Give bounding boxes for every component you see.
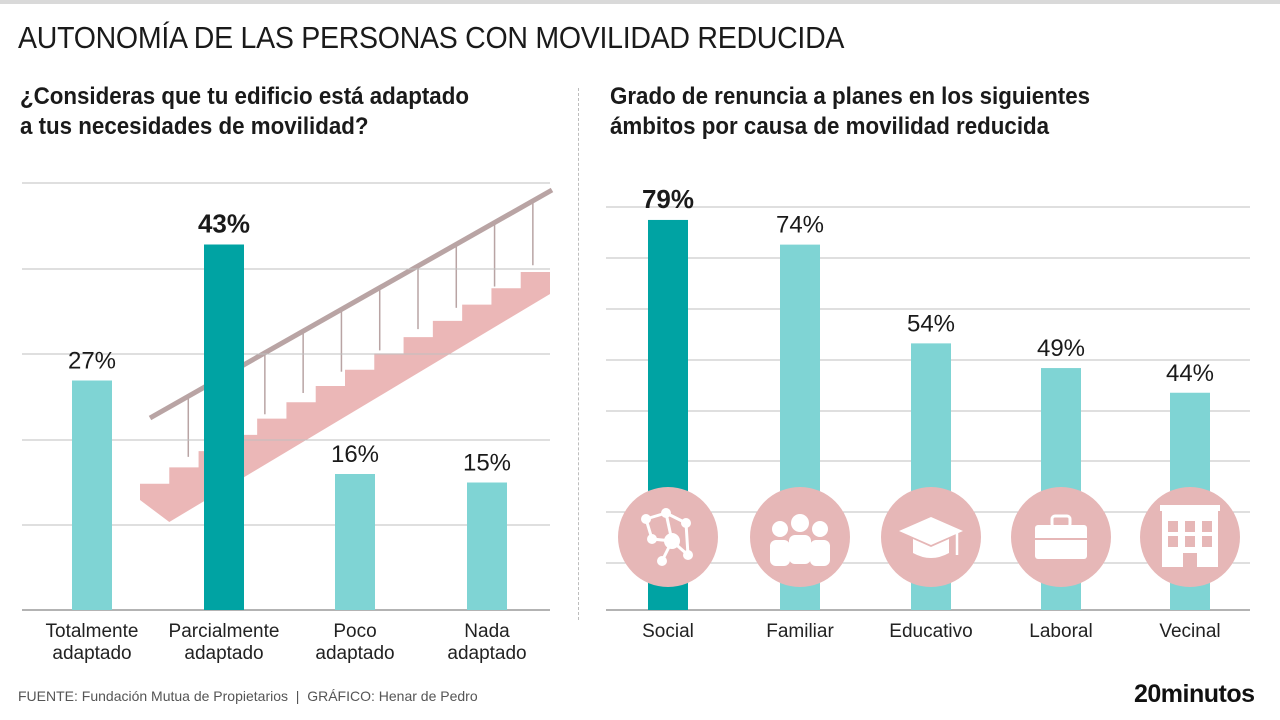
- network-node: [661, 508, 671, 518]
- category-label-line: Social: [642, 621, 694, 642]
- family-icon: [750, 487, 850, 587]
- network-link: [684, 522, 690, 556]
- person-body: [810, 540, 830, 566]
- person-head: [812, 521, 828, 537]
- network-node: [641, 514, 651, 524]
- graphic-author: Henar de Pedro: [378, 688, 478, 704]
- bar-2: [335, 474, 375, 610]
- category-label-line: Familiar: [766, 621, 834, 642]
- chart-divider: [578, 88, 579, 620]
- network-node: [664, 533, 680, 549]
- building-window: [1185, 536, 1195, 547]
- category-label-line: Parcialmente: [169, 621, 280, 642]
- footer-source: FUENTE: Fundación Mutua de Propietarios …: [18, 688, 478, 704]
- category-label-4: Vecinal: [1159, 621, 1220, 642]
- cap-board: [899, 517, 963, 545]
- network-node: [647, 534, 657, 544]
- building-window: [1168, 536, 1178, 547]
- data-label-3: 15%: [463, 450, 511, 477]
- building-door: [1183, 553, 1197, 567]
- top-rule: [0, 0, 1280, 4]
- data-label-1: 43%: [198, 209, 250, 239]
- network-node: [657, 556, 667, 566]
- building-icon: [1140, 487, 1240, 587]
- category-label-line: Nada: [464, 621, 510, 642]
- person-head: [772, 521, 788, 537]
- person-body: [789, 535, 811, 564]
- data-label-3: 49%: [1037, 335, 1085, 362]
- bar-1: [204, 244, 244, 610]
- page-title: AUTONOMÍA DE LAS PERSONAS CON MOVILIDAD …: [18, 20, 845, 55]
- bar-3: [467, 482, 507, 610]
- category-label-line: Totalmente: [46, 621, 139, 642]
- category-label-line: Vecinal: [1159, 621, 1220, 642]
- brand-logo: 20minutos: [1134, 680, 1255, 708]
- left-chart-title: ¿Consideras que tu edificio está adaptad…: [20, 83, 469, 140]
- category-label-0: Social: [642, 621, 694, 642]
- category-label-3: Nada adaptado: [447, 621, 526, 664]
- building-roof: [1160, 505, 1220, 511]
- building-window: [1202, 536, 1212, 547]
- category-label-line: Poco: [333, 621, 376, 642]
- category-label-line: adaptado: [447, 643, 526, 664]
- data-label-0: 79%: [642, 184, 694, 214]
- person-head: [791, 514, 809, 532]
- category-label-line: adaptado: [315, 643, 394, 664]
- building-window: [1202, 521, 1212, 532]
- category-label-line: adaptado: [52, 643, 131, 664]
- category-label-line: Laboral: [1029, 621, 1092, 642]
- category-label-line: adaptado: [184, 643, 263, 664]
- graduation-cap-icon: [881, 487, 981, 587]
- category-label-0: Totalmente adaptado: [46, 621, 139, 664]
- data-label-4: 44%: [1166, 360, 1214, 387]
- network-node: [683, 550, 693, 560]
- person-body: [770, 540, 790, 566]
- data-label-2: 16%: [331, 441, 379, 468]
- graphic-label: GRÁFICO:: [307, 688, 375, 704]
- data-label-2: 54%: [907, 310, 955, 337]
- briefcase-body: [1035, 525, 1087, 559]
- briefcase-handle: [1050, 514, 1072, 529]
- bar-0: [72, 380, 112, 610]
- source-text: Fundación Mutua de Propietarios: [81, 688, 289, 704]
- cap-base: [913, 539, 949, 558]
- building-window: [1185, 521, 1195, 532]
- briefcase-icon: [1011, 487, 1111, 587]
- data-label-0: 27%: [68, 348, 116, 375]
- footer-separator: |: [295, 688, 300, 704]
- category-label-3: Laboral: [1029, 621, 1092, 642]
- category-label-1: Familiar: [766, 621, 834, 642]
- molecule-network-icon: [618, 487, 718, 587]
- right-chart-title: Grado de renuncia a planes en los siguie…: [610, 83, 1091, 140]
- category-label-2: Educativo: [889, 621, 972, 642]
- data-label-1: 74%: [776, 212, 824, 239]
- source-label: FUENTE:: [18, 688, 78, 704]
- category-label-line: Educativo: [889, 621, 972, 642]
- category-label-2: Poco adaptado: [315, 621, 394, 664]
- category-label-1: Parcialmente adaptado: [169, 621, 280, 664]
- right-bar-chart: 79% Social 74% Familiar 54% Educativo 49% Labor…: [606, 184, 1250, 642]
- network-node: [681, 518, 691, 528]
- building-window: [1168, 521, 1178, 532]
